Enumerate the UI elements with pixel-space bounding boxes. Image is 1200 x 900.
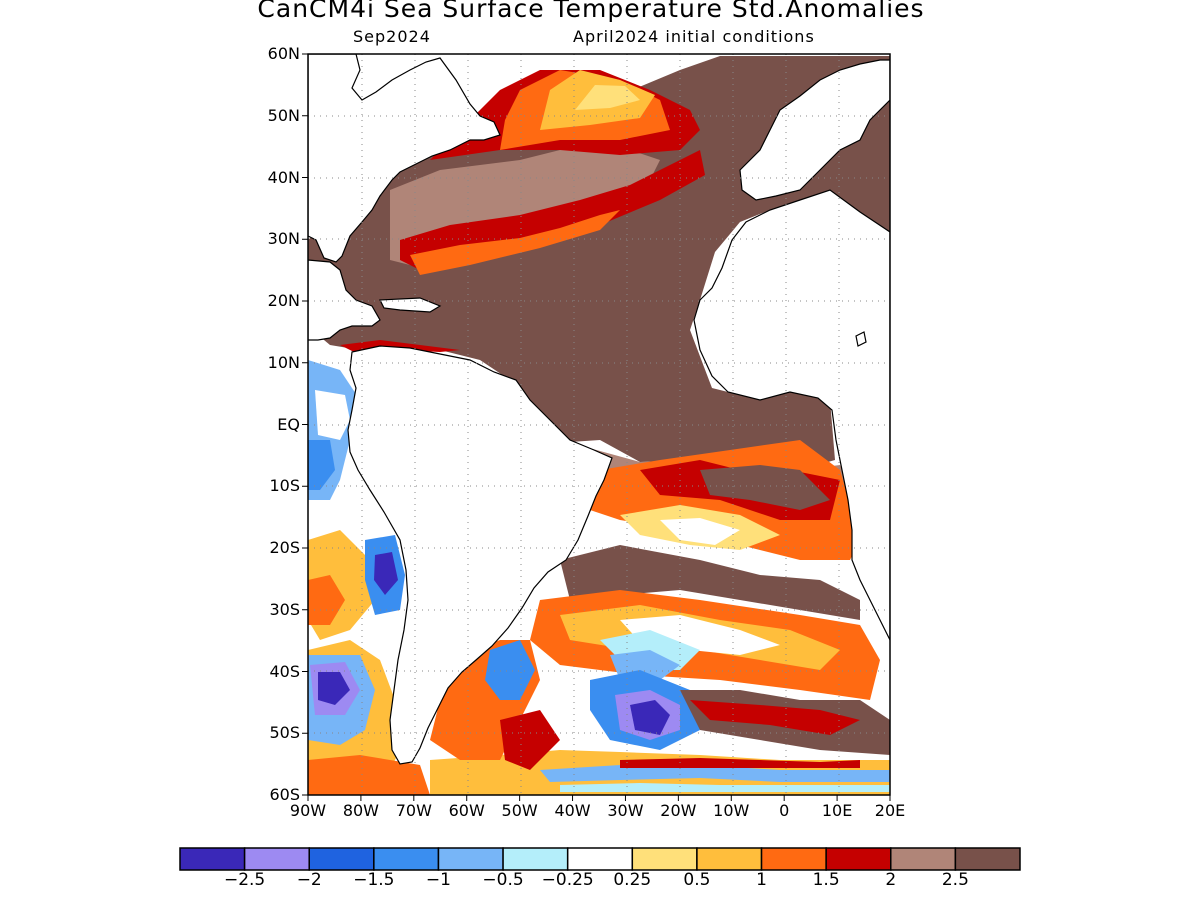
- lat-tick-label: EQ: [277, 414, 300, 434]
- lon-tick-label: 70W: [395, 801, 432, 820]
- lat-tick-label: 10N: [267, 352, 300, 372]
- colorbar-tick-label: −1.5: [353, 870, 395, 890]
- colorbar-tick-label: −0.5: [482, 870, 524, 890]
- south-america-land: [347, 345, 613, 765]
- colorbar-swatch: [825, 847, 892, 871]
- lon-tick-label: 60W: [448, 801, 485, 820]
- lat-tick-label: 30N: [267, 229, 300, 249]
- lon-tick-label: 30W: [607, 801, 644, 820]
- colorbar-swatch: [243, 847, 310, 871]
- colorbar-tick-label: 1: [756, 870, 767, 890]
- lat-tick-label: 50N: [267, 105, 300, 125]
- initial-conditions: April2024 initial conditions: [573, 27, 815, 46]
- forecast-month: Sep2024: [353, 27, 431, 46]
- colorbar-tick-label: −0.25: [541, 870, 594, 890]
- colorbar-swatch: [373, 847, 440, 871]
- colorbar-swatch: [437, 847, 504, 871]
- north-atlantic-warm-region: [308, 56, 890, 470]
- colorbar-swatch: [631, 847, 698, 871]
- europe-land: [739, 59, 890, 201]
- chart-title: CanCM4i Sea Surface Temperature Std.Anom…: [257, 0, 925, 23]
- lon-tick-label: 80W: [342, 801, 379, 820]
- colorbar-swatch: [890, 847, 957, 871]
- lon-tick-label: 90W: [289, 801, 327, 820]
- colorbar-tick-label: 0.25: [613, 870, 652, 890]
- colorbar-swatch: [954, 847, 1021, 871]
- colorbar-swatch: [179, 847, 246, 871]
- colorbar-swatch: [566, 847, 634, 871]
- lat-tick-label: 10S: [269, 476, 300, 496]
- lat-tick-label: 30S: [269, 599, 300, 619]
- colorbar-tick-label: 2: [885, 870, 897, 890]
- colorbar-tick-label: 2.5: [941, 870, 969, 890]
- lat-tick-label: 20N: [267, 291, 300, 310]
- lon-tick-label: 50W: [501, 801, 538, 820]
- lat-tick-label: 20S: [269, 538, 300, 557]
- colorbar-tick-label: −2: [296, 870, 322, 890]
- lon-tick-label: 10E: [821, 801, 853, 820]
- colorbar-tick-label: −2.5: [223, 870, 266, 890]
- colorbar-swatch: [502, 847, 569, 871]
- colorbar-tick-label: −1: [425, 870, 451, 890]
- colorbar-swatch: [696, 847, 763, 871]
- lat-tick-label: 60S: [269, 785, 300, 804]
- colorbar-tick-label: 1.5: [812, 870, 840, 890]
- colorbar-tick-label: 0.5: [683, 870, 711, 890]
- lon-tick-label: 10W: [713, 801, 750, 820]
- lat-tick-label: 50S: [269, 723, 300, 743]
- africa-land: [693, 189, 890, 641]
- colorbar-swatch: [760, 847, 827, 871]
- lat-tick-label: 40S: [269, 661, 300, 681]
- lat-tick-label: 60N: [267, 44, 300, 63]
- lon-tick-label: 40W: [554, 801, 591, 820]
- south-atlantic-brown-band: [560, 545, 860, 620]
- lon-tick-label: 20W: [660, 801, 697, 820]
- lat-tick-label: 40N: [267, 167, 300, 187]
- grid-lines: [308, 54, 890, 795]
- lon-tick-label: 0: [779, 801, 790, 820]
- lon-tick-label: 20E: [874, 801, 906, 820]
- north-america-land: [308, 54, 501, 263]
- colorbar-swatch: [308, 847, 375, 871]
